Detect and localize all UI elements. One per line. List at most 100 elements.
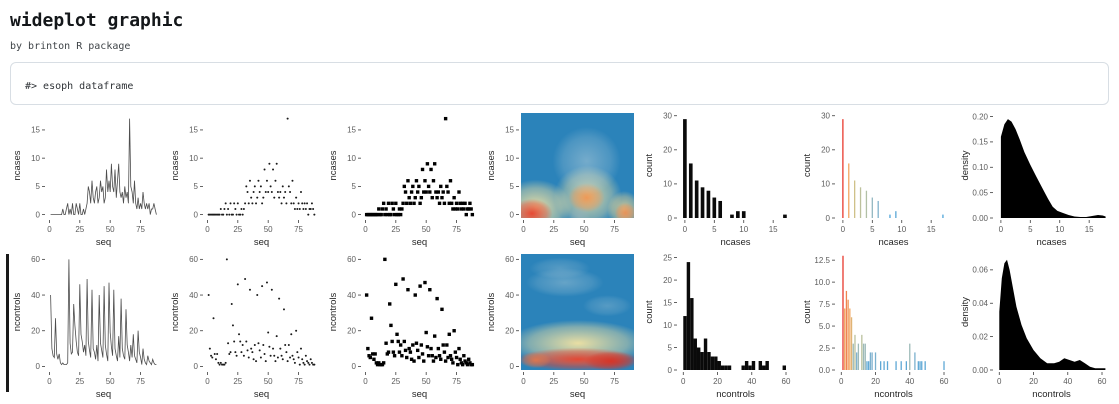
plot-ncases-heatmap: 0 25 50 75 0 5 10 15 seq ncases xyxy=(484,107,642,248)
svg-text:0: 0 xyxy=(521,377,526,386)
svg-text:ncases: ncases xyxy=(170,150,181,180)
plot-ncontrols-histogram: 0 20 40 60 0 5 10 15 20 25 ncontrols count xyxy=(642,248,800,400)
svg-text:10: 10 xyxy=(505,154,514,163)
plot-ncases-histogram: 0 5 10 15 0 10 20 30 ncases count xyxy=(642,107,800,248)
plot-ncontrols-scatter: 0 25 50 75 0 20 40 60 seq ncontrols xyxy=(168,248,326,400)
svg-text:seq: seq xyxy=(254,237,269,248)
svg-text:ncases: ncases xyxy=(12,150,23,180)
plot-ncases-points: 0 25 50 75 0 5 10 15 seq ncases xyxy=(326,107,484,248)
plot-ncontrols-spikes: 0 20 40 60 0.0 2.5 5.0 7.5 10.0 12.5 ncontrols coun… xyxy=(800,248,958,400)
svg-text:0: 0 xyxy=(352,362,357,371)
svg-text:ncontrols: ncontrols xyxy=(170,292,181,331)
svg-text:0.15: 0.15 xyxy=(972,138,988,147)
svg-text:75: 75 xyxy=(452,377,461,386)
svg-text:75: 75 xyxy=(294,225,303,234)
svg-text:0: 0 xyxy=(47,377,52,386)
svg-text:25: 25 xyxy=(391,225,400,234)
svg-text:20: 20 xyxy=(505,327,514,336)
svg-text:0.02: 0.02 xyxy=(972,332,988,341)
svg-text:0: 0 xyxy=(194,362,199,371)
svg-text:ncases: ncases xyxy=(878,237,908,248)
svg-text:density: density xyxy=(960,150,971,180)
plot-ncases-line: 0 25 50 75 0 5 10 15 seq ncases xyxy=(10,107,168,248)
svg-text:ncontrols: ncontrols xyxy=(716,389,755,400)
svg-text:0: 0 xyxy=(839,377,844,386)
svg-text:0.10: 0.10 xyxy=(972,163,988,172)
svg-text:0: 0 xyxy=(36,362,41,371)
svg-text:75: 75 xyxy=(610,225,619,234)
svg-text:0: 0 xyxy=(363,225,368,234)
svg-text:20: 20 xyxy=(663,276,672,285)
plot-ncases-density: 0 5 10 15 0.00 0.05 0.10 0.15 0.20 ncases density xyxy=(958,107,1116,248)
plot-row-ncases: 0 25 50 75 0 5 10 15 seq ncases 0 25 50 75 0 5 10 15 seq n… xyxy=(0,107,1119,248)
svg-text:50: 50 xyxy=(106,377,115,386)
code-block: #> esoph dataframe xyxy=(10,62,1109,105)
page-subtitle: by brinton R package xyxy=(10,41,131,52)
svg-text:50: 50 xyxy=(580,225,589,234)
svg-text:0: 0 xyxy=(826,214,831,223)
svg-text:20: 20 xyxy=(347,327,356,336)
svg-text:5: 5 xyxy=(1028,225,1033,234)
svg-text:2.5: 2.5 xyxy=(819,344,831,353)
svg-text:10: 10 xyxy=(821,180,830,189)
svg-text:ncontrols: ncontrols xyxy=(328,292,339,331)
svg-text:30: 30 xyxy=(821,112,830,121)
svg-text:seq: seq xyxy=(412,237,427,248)
svg-text:0: 0 xyxy=(510,362,515,371)
svg-text:0: 0 xyxy=(363,377,368,386)
svg-text:0.20: 0.20 xyxy=(972,112,988,121)
svg-text:0.0: 0.0 xyxy=(819,366,831,375)
svg-text:50: 50 xyxy=(422,377,431,386)
svg-text:0.06: 0.06 xyxy=(972,266,988,275)
svg-text:5: 5 xyxy=(870,225,875,234)
svg-text:5: 5 xyxy=(712,225,717,234)
svg-text:seq: seq xyxy=(96,237,111,248)
svg-text:0: 0 xyxy=(683,225,688,234)
svg-text:10: 10 xyxy=(663,180,672,189)
svg-text:75: 75 xyxy=(136,225,145,234)
svg-text:12.5: 12.5 xyxy=(814,256,830,265)
svg-text:0: 0 xyxy=(841,225,846,234)
svg-text:0.00: 0.00 xyxy=(972,214,988,223)
row-marker-bar xyxy=(6,254,9,392)
svg-text:0: 0 xyxy=(668,366,673,375)
svg-text:40: 40 xyxy=(189,291,198,300)
svg-text:25: 25 xyxy=(75,225,84,234)
plot-ncontrols-points: 0 25 50 75 0 20 40 60 seq ncontrols xyxy=(326,248,484,400)
svg-text:ncontrols: ncontrols xyxy=(486,292,497,331)
svg-text:60: 60 xyxy=(782,377,791,386)
svg-text:count: count xyxy=(644,300,655,324)
svg-text:0: 0 xyxy=(668,214,673,223)
svg-text:10: 10 xyxy=(1055,225,1064,234)
svg-text:10: 10 xyxy=(739,225,748,234)
svg-text:5: 5 xyxy=(352,182,357,191)
svg-text:ncases: ncases xyxy=(486,150,497,180)
svg-text:15: 15 xyxy=(31,126,40,135)
svg-text:60: 60 xyxy=(1098,377,1107,386)
svg-text:60: 60 xyxy=(347,255,356,264)
svg-text:75: 75 xyxy=(294,377,303,386)
svg-text:seq: seq xyxy=(254,389,269,400)
svg-text:60: 60 xyxy=(31,255,40,264)
svg-text:40: 40 xyxy=(905,377,914,386)
svg-text:40: 40 xyxy=(31,291,40,300)
svg-text:count: count xyxy=(644,154,655,178)
page-title: wideplot graphic xyxy=(10,10,184,31)
svg-text:10: 10 xyxy=(189,154,198,163)
svg-text:40: 40 xyxy=(347,291,356,300)
svg-text:ncases: ncases xyxy=(328,150,339,180)
svg-text:25: 25 xyxy=(549,225,558,234)
svg-text:0: 0 xyxy=(510,210,515,219)
plot-ncontrols-heatmap: 0 25 50 75 0 20 40 60 seq ncontrols xyxy=(484,248,642,400)
svg-text:25: 25 xyxy=(549,377,558,386)
svg-text:10: 10 xyxy=(347,154,356,163)
svg-text:ncontrols: ncontrols xyxy=(12,292,23,331)
svg-text:15: 15 xyxy=(505,126,514,135)
svg-text:50: 50 xyxy=(580,377,589,386)
svg-text:40: 40 xyxy=(747,377,756,386)
svg-text:5: 5 xyxy=(668,343,673,352)
svg-text:75: 75 xyxy=(136,377,145,386)
svg-text:0: 0 xyxy=(999,225,1004,234)
svg-text:20: 20 xyxy=(1029,377,1038,386)
